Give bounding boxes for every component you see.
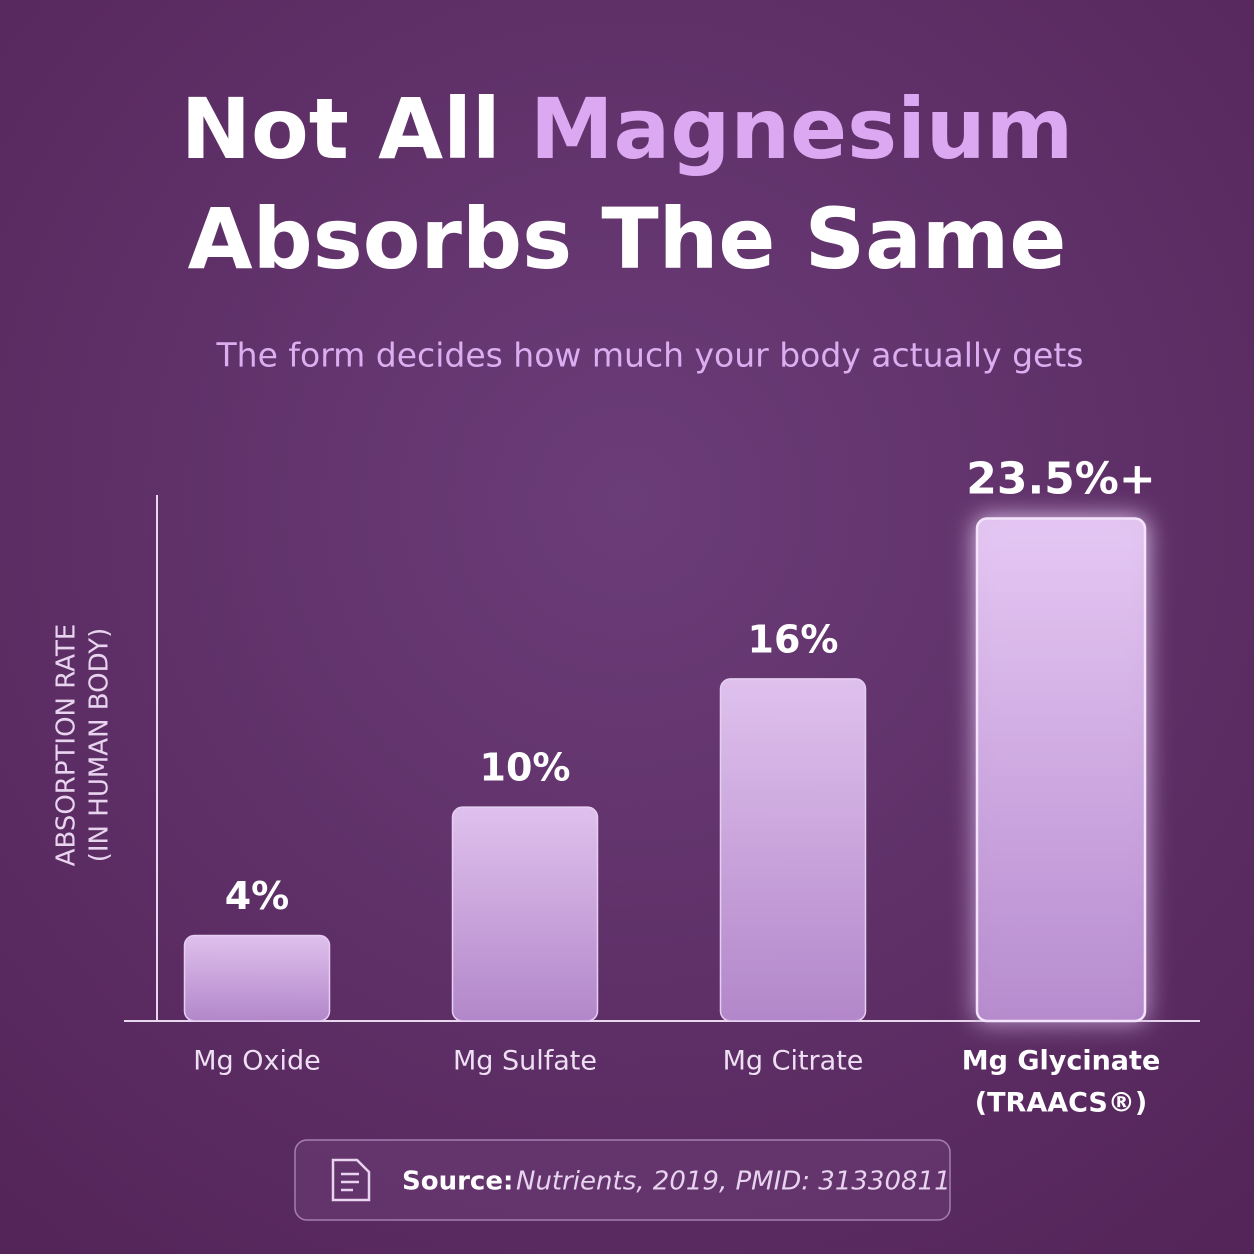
bar bbox=[451, 806, 599, 1022]
title-part: Not All bbox=[181, 80, 530, 178]
y-axis-label: ABSORPTION RATE (IN HUMAN BODY) bbox=[52, 624, 115, 867]
bar bbox=[719, 678, 867, 1022]
x-tick-label: Mg Citrate bbox=[723, 1046, 864, 1077]
title-highlight: Magnesium bbox=[530, 80, 1073, 178]
source-label: Source: bbox=[402, 1167, 513, 1197]
title-line: Not All Magnesium bbox=[181, 80, 1074, 178]
source-box: Source: Nutrients, 2019, PMID: 31330811 bbox=[294, 1139, 951, 1221]
value-label: 16% bbox=[748, 617, 839, 661]
y-axis-label-line: ABSORPTION RATE bbox=[52, 624, 82, 867]
bar bbox=[183, 934, 331, 1022]
source-text: Nutrients, 2019, PMID: 31330811 bbox=[516, 1167, 951, 1197]
x-tick-label: Mg Glycinate bbox=[962, 1046, 1161, 1077]
source-frame bbox=[294, 1139, 951, 1221]
document-icon bbox=[331, 1158, 371, 1202]
value-label: 10% bbox=[480, 746, 571, 790]
x-tick-label: Mg Sulfate bbox=[453, 1046, 597, 1077]
bars: Mg Oxide 4% Mg Sulfate 10% Mg Citrate 16% Mg G… bbox=[183, 454, 1161, 1119]
bar bbox=[975, 517, 1147, 1023]
x-tick-label: Mg Oxide bbox=[193, 1046, 321, 1077]
x-tick-label: (TRAACS®) bbox=[975, 1088, 1147, 1119]
y-axis-label-line: (IN HUMAN BODY) bbox=[85, 628, 115, 863]
subtitle: The form decides how much your body actu… bbox=[216, 336, 1084, 375]
title-line: Absorbs The Same bbox=[188, 190, 1067, 288]
value-label: 23.5%+ bbox=[966, 454, 1156, 505]
value-label: 4% bbox=[225, 874, 290, 918]
